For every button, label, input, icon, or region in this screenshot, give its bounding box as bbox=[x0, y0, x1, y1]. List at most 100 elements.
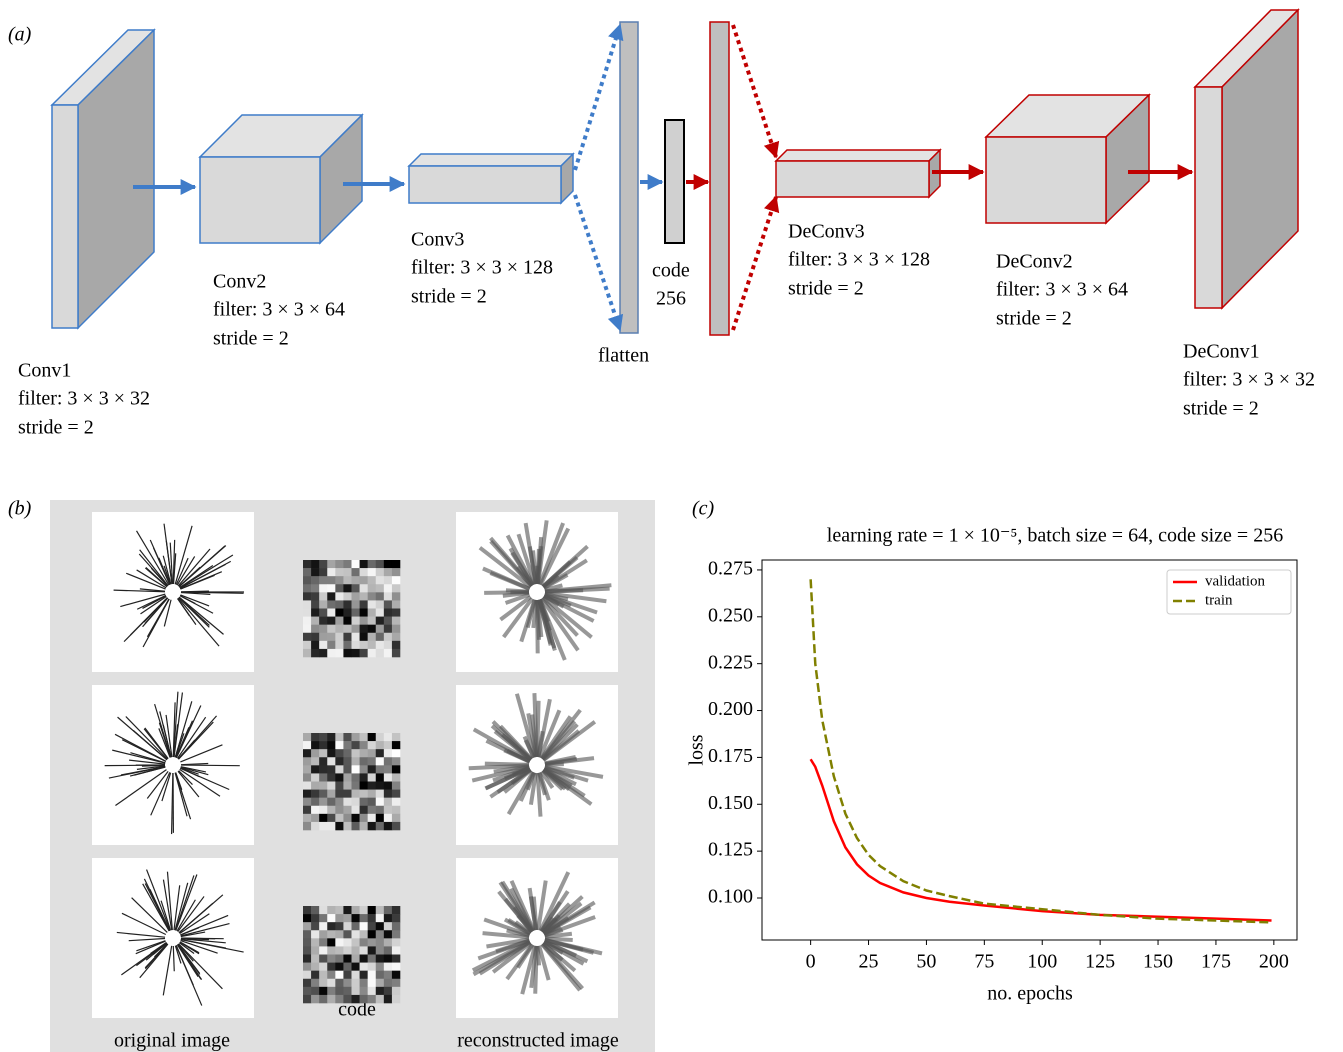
code-pixel bbox=[335, 922, 343, 930]
code-pixel bbox=[360, 963, 368, 971]
code-pixel bbox=[335, 963, 343, 971]
code-pixel bbox=[360, 995, 368, 1003]
layer-stride: stride = 2 bbox=[18, 417, 94, 439]
code-pixel bbox=[335, 987, 343, 995]
code-pixel bbox=[352, 806, 360, 814]
code-pixel bbox=[303, 790, 311, 798]
code-pixel bbox=[327, 773, 335, 781]
code-pixel bbox=[392, 765, 400, 773]
code-pixel bbox=[343, 790, 351, 798]
deconv3-block bbox=[776, 150, 940, 197]
code-pixel bbox=[311, 938, 319, 946]
code-pixel bbox=[311, 592, 319, 600]
code-pixel bbox=[327, 955, 335, 963]
code-pixel bbox=[376, 568, 384, 576]
code-pixel bbox=[360, 790, 368, 798]
code-pixel bbox=[352, 822, 360, 830]
code-pixel bbox=[343, 649, 351, 657]
code-pixel bbox=[343, 633, 351, 641]
code-pixel bbox=[319, 592, 327, 600]
legend-label: validation bbox=[1205, 573, 1265, 589]
code-pixel bbox=[335, 930, 343, 938]
code-pixel bbox=[343, 971, 351, 979]
code-pixel bbox=[303, 987, 311, 995]
code-pixel bbox=[327, 814, 335, 822]
code-pixel bbox=[343, 987, 351, 995]
y-tick-label: 0.225 bbox=[708, 651, 753, 673]
layer-filter: filter: 3 × 3 × 128 bbox=[788, 249, 930, 271]
code-pixel bbox=[311, 741, 319, 749]
code-pixel bbox=[303, 749, 311, 757]
code-pixel bbox=[376, 987, 384, 995]
reconstructed-branch bbox=[485, 764, 529, 765]
code-pixel bbox=[335, 773, 343, 781]
code-pixel bbox=[343, 979, 351, 987]
code-pixel bbox=[303, 979, 311, 987]
code-pixel bbox=[392, 979, 400, 987]
code-pixel bbox=[368, 749, 376, 757]
code-pixel bbox=[384, 741, 392, 749]
code-pixel bbox=[352, 946, 360, 954]
reconstructed-branch bbox=[534, 693, 536, 757]
code-pixel bbox=[360, 782, 368, 790]
code-pixel bbox=[360, 773, 368, 781]
code-pixel bbox=[335, 914, 343, 922]
code-pixel bbox=[343, 946, 351, 954]
code-pixel bbox=[352, 600, 360, 608]
image-tile bbox=[92, 858, 254, 1018]
code-pixel bbox=[343, 995, 351, 1003]
layer-name: Conv2 bbox=[213, 271, 266, 293]
layer-stride: stride = 2 bbox=[788, 278, 864, 300]
code-pixel bbox=[319, 609, 327, 617]
code-pixel bbox=[319, 979, 327, 987]
code-pixel bbox=[368, 773, 376, 781]
code-pixel bbox=[360, 979, 368, 987]
code-pixel bbox=[303, 906, 311, 914]
code-pixel bbox=[319, 625, 327, 633]
code-pixel bbox=[343, 609, 351, 617]
code-pixel bbox=[311, 609, 319, 617]
code-pixel bbox=[335, 814, 343, 822]
code-pixel bbox=[360, 822, 368, 830]
code-pixel bbox=[311, 814, 319, 822]
code-pixel bbox=[368, 806, 376, 814]
code-pixel bbox=[303, 822, 311, 830]
code-pixel bbox=[311, 906, 319, 914]
y-tick-label: 0.250 bbox=[708, 604, 753, 626]
code-pixel bbox=[303, 955, 311, 963]
code-pixel bbox=[376, 576, 384, 584]
layer-filter: filter: 3 × 3 × 32 bbox=[18, 388, 150, 410]
layer-filter: filter: 3 × 3 × 32 bbox=[1183, 369, 1315, 391]
code-pixel bbox=[368, 568, 376, 576]
code-pixel bbox=[335, 757, 343, 765]
layer-name: DeConv1 bbox=[1183, 341, 1260, 363]
code-pixel bbox=[376, 963, 384, 971]
code-pixel bbox=[360, 987, 368, 995]
code-pixel bbox=[392, 946, 400, 954]
code-pixel bbox=[319, 798, 327, 806]
code-pixel bbox=[311, 641, 319, 649]
code-pixel bbox=[352, 560, 360, 568]
code-pixel bbox=[384, 806, 392, 814]
code-pixel bbox=[376, 814, 384, 822]
code-pixel bbox=[368, 979, 376, 987]
code-pixel bbox=[343, 782, 351, 790]
y-tick-label: 0.200 bbox=[708, 698, 753, 720]
reconstructed-branch bbox=[506, 590, 529, 591]
code-pixel bbox=[392, 560, 400, 568]
code-pixel bbox=[376, 641, 384, 649]
x-tick-label: 25 bbox=[859, 951, 879, 973]
x-tick-label: 200 bbox=[1259, 951, 1289, 973]
code-pixel bbox=[352, 733, 360, 741]
code-pixel bbox=[343, 922, 351, 930]
code-pixel bbox=[343, 765, 351, 773]
code-pixel bbox=[352, 576, 360, 584]
code-pixel bbox=[368, 930, 376, 938]
code-pixel bbox=[352, 625, 360, 633]
tree-branch bbox=[181, 938, 200, 939]
code-pixel bbox=[376, 790, 384, 798]
code-pixel bbox=[303, 609, 311, 617]
code-pixel bbox=[319, 995, 327, 1003]
code-pixel bbox=[335, 592, 343, 600]
code-pixel bbox=[352, 814, 360, 822]
